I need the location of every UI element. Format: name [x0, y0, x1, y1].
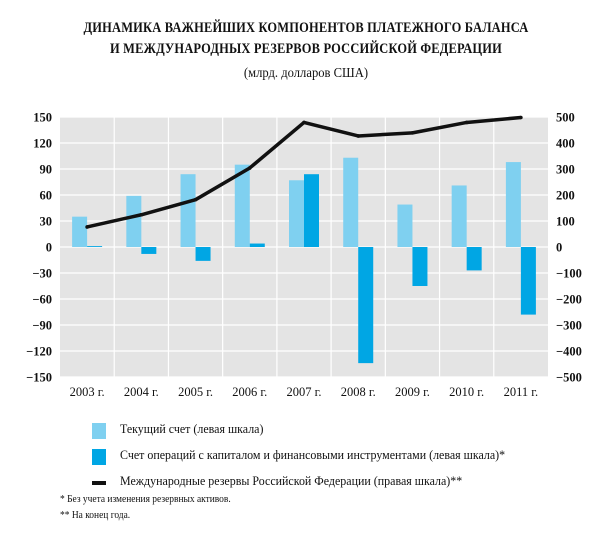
footnote-1: * Без учета изменения резервных активов.: [60, 494, 231, 505]
left-axis-tick-label: 150: [33, 111, 52, 125]
legend-label-capital-account: Счет операций с капиталом и финансовыми …: [120, 447, 506, 462]
x-axis-tick-label: 2010 г.: [449, 385, 484, 399]
right-axis-tick-label: 0: [556, 241, 562, 255]
point-reserves: [247, 166, 252, 170]
chart-title-line-1: ДИНАМИКА ВАЖНЕЙШИХ КОМПОНЕНТОВ ПЛАТЕЖНОГ…: [83, 20, 529, 36]
legend-label-reserves: Международные резервы Российской Федерац…: [120, 473, 463, 488]
left-axis-tick-label: 0: [46, 241, 52, 255]
point-reserves: [519, 115, 523, 120]
bar-current-account: [72, 216, 88, 247]
bar-capital-account: [304, 174, 319, 247]
point-reserves: [410, 131, 415, 135]
footnote-2: ** На конец года.: [60, 510, 131, 521]
point-reserves: [302, 120, 306, 125]
bar-capital-account: [87, 246, 103, 247]
bar-capital-account: [520, 247, 536, 315]
bar-capital-account: [466, 247, 482, 271]
bar-capital-account: [195, 247, 211, 261]
x-axis-tick-label: 2004 г.: [124, 385, 159, 399]
bar-current-account: [126, 195, 142, 247]
x-axis-tick-label: 2006 г.: [232, 385, 267, 399]
legend-swatch-current-account: [92, 423, 106, 439]
left-axis-tick-label: 120: [33, 137, 52, 151]
legend-swatch-capital-account: [92, 449, 106, 465]
left-axis-tick-label: −30: [32, 267, 52, 281]
point-reserves: [193, 197, 198, 202]
left-axis-tick-label: −150: [26, 371, 52, 385]
left-axis-tick-label: 30: [40, 215, 53, 229]
left-axis-tick-label: 90: [40, 163, 53, 177]
right-axis-tick-label: −500: [556, 371, 582, 385]
chart-canvas: 1501209060300−30−60−90−120−1505004003002…: [26, 111, 582, 400]
left-axis-tick-label: 60: [40, 189, 53, 203]
right-axis-tick-label: 300: [556, 163, 575, 177]
bar-current-account: [343, 157, 359, 247]
bar-capital-account: [412, 247, 428, 286]
x-axis-tick-label: 2003 г.: [70, 385, 105, 399]
chart-subtitle: (млрд. долларов США): [243, 66, 369, 81]
bar-current-account: [397, 204, 413, 247]
bar-current-account: [289, 180, 304, 247]
point-reserves: [464, 120, 469, 125]
x-axis-tick-label: 2007 г.: [287, 385, 322, 399]
left-axis-tick-label: −120: [26, 345, 52, 359]
bar-capital-account: [141, 247, 157, 254]
chart-title-line-2: И МЕЖДУНАРОДНЫХ РЕЗЕРВОВ РОССИЙСКОЙ ФЕДЕ…: [110, 41, 502, 57]
point-reserves: [139, 212, 144, 217]
right-axis-tick-label: −100: [556, 267, 582, 281]
bar-current-account: [451, 185, 467, 247]
right-axis-tick-label: 500: [556, 111, 575, 125]
legend-label-current-account: Текущий счет (левая шкала): [120, 421, 264, 436]
right-axis-tick-label: −300: [556, 319, 582, 333]
x-axis-tick-label: 2009 г.: [395, 385, 430, 399]
bar-current-account: [505, 162, 521, 247]
bar-current-account: [180, 174, 196, 247]
chart-title-block: ДИНАМИКА ВАЖНЕЙШИХ КОМПОНЕНТОВ ПЛАТЕЖНОГ…: [0, 18, 612, 84]
right-axis-tick-label: −400: [556, 345, 582, 359]
bar-capital-account: [358, 247, 374, 364]
footnotes: * Без учета изменения резервных активов.…: [60, 494, 250, 526]
x-axis-tick-label: 2008 г.: [341, 385, 376, 399]
x-axis-tick-label: 2011 г.: [504, 385, 539, 399]
x-axis-tick-label: 2005 г.: [178, 385, 213, 399]
left-axis-tick-label: −60: [32, 293, 52, 307]
point-reserves: [356, 134, 361, 138]
point-reserves: [85, 225, 89, 229]
right-axis-tick-label: 200: [556, 189, 575, 203]
right-axis-tick-label: 100: [556, 215, 575, 229]
right-axis-tick-label: 400: [556, 137, 575, 151]
legend-swatch-reserves: [92, 481, 106, 485]
bar-current-account: [234, 164, 250, 247]
bar-capital-account: [249, 243, 265, 247]
left-axis-tick-label: −90: [32, 319, 52, 333]
right-axis-tick-label: −200: [556, 293, 582, 307]
